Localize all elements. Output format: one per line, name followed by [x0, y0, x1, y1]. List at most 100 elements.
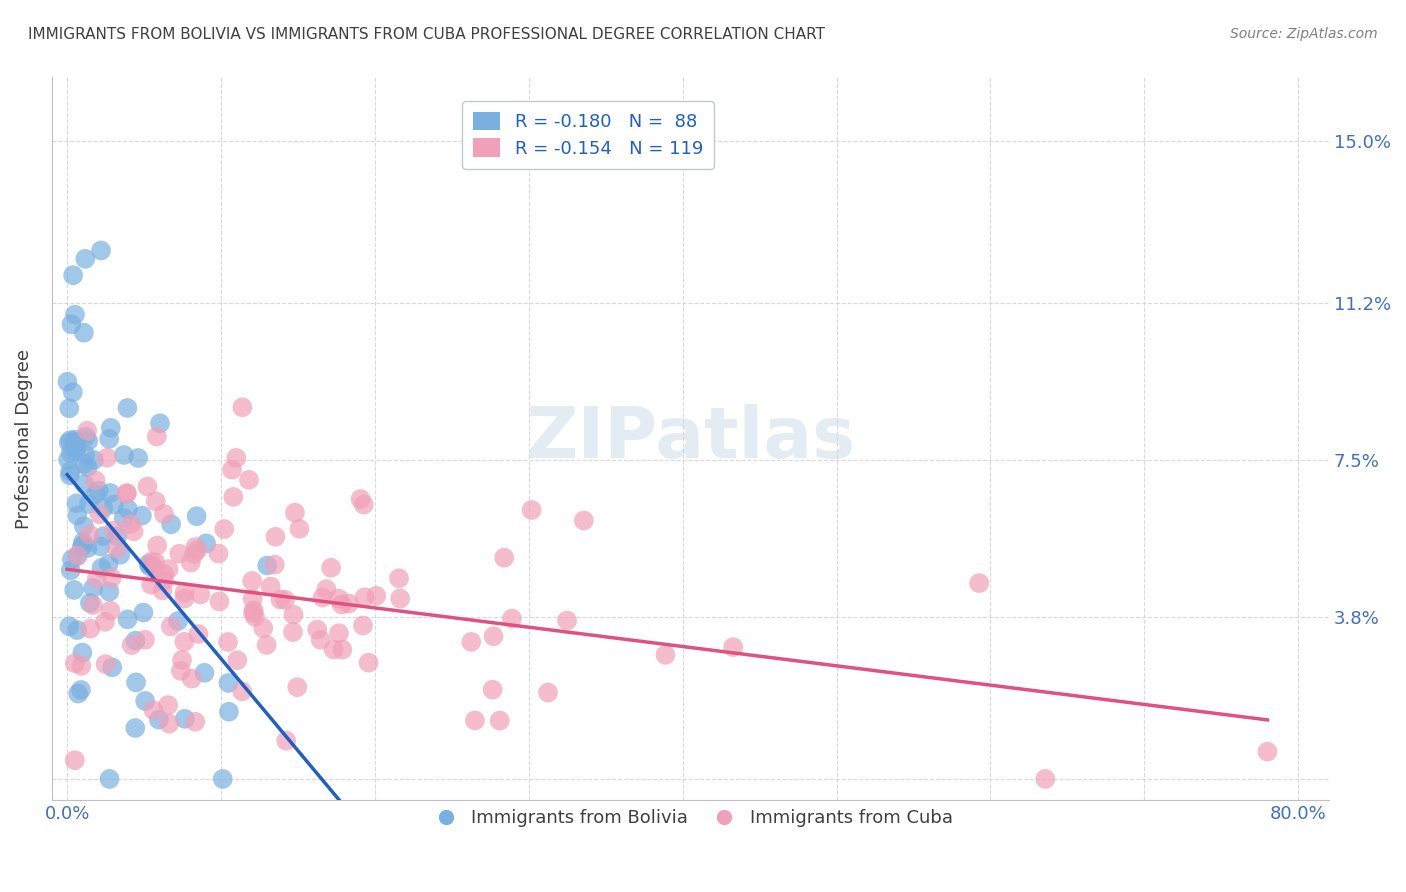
- Point: [520, 503, 543, 517]
- Point: [481, 682, 503, 697]
- Point: [65, 444, 87, 458]
- Point: [59, 464, 82, 478]
- Point: [221, 463, 243, 477]
- Point: [146, 429, 169, 443]
- Point: [211, 772, 233, 786]
- Point: [1256, 745, 1278, 759]
- Point: [260, 580, 283, 594]
- Point: [75, 430, 97, 444]
- Point: [76, 424, 98, 438]
- Point: [501, 612, 523, 626]
- Point: [240, 574, 263, 588]
- Point: [160, 517, 183, 532]
- Point: [537, 685, 560, 699]
- Point: [58, 401, 80, 416]
- Point: [217, 676, 239, 690]
- Point: [388, 571, 411, 585]
- Point: [353, 498, 375, 512]
- Point: [89, 508, 111, 522]
- Point: [153, 567, 176, 582]
- Point: [100, 604, 122, 618]
- Point: [79, 527, 101, 541]
- Point: [112, 448, 135, 462]
- Point: [207, 547, 229, 561]
- Point: [183, 547, 205, 561]
- Point: [217, 635, 239, 649]
- Point: [145, 494, 167, 508]
- Point: [63, 308, 86, 322]
- Point: [152, 583, 174, 598]
- Point: [87, 483, 110, 498]
- Point: [66, 623, 89, 637]
- Point: [173, 585, 195, 599]
- Point: [73, 326, 96, 340]
- Y-axis label: Professional Degree: Professional Degree: [15, 349, 32, 529]
- Point: [96, 450, 118, 465]
- Point: [66, 549, 89, 563]
- Point: [62, 268, 84, 283]
- Point: [86, 572, 108, 586]
- Point: [143, 555, 166, 569]
- Point: [67, 687, 90, 701]
- Point: [84, 487, 107, 501]
- Point: [58, 435, 80, 450]
- Point: [77, 497, 100, 511]
- Point: [330, 642, 353, 657]
- Point: [319, 561, 342, 575]
- Point: [138, 559, 160, 574]
- Point: [572, 514, 595, 528]
- Point: [132, 606, 155, 620]
- Point: [184, 540, 207, 554]
- Point: [91, 500, 114, 515]
- Point: [555, 614, 578, 628]
- Point: [256, 558, 278, 573]
- Point: [330, 598, 353, 612]
- Point: [72, 535, 94, 549]
- Point: [276, 733, 298, 747]
- Point: [115, 486, 138, 500]
- Point: [93, 529, 115, 543]
- Point: [100, 571, 122, 585]
- Point: [73, 457, 96, 471]
- Point: [180, 556, 202, 570]
- Point: [63, 582, 86, 597]
- Point: [59, 446, 82, 460]
- Point: [184, 714, 207, 729]
- Point: [63, 435, 86, 450]
- Point: [139, 555, 162, 569]
- Point: [238, 473, 260, 487]
- Point: [157, 562, 180, 576]
- Point: [143, 561, 166, 575]
- Point: [1033, 772, 1056, 786]
- Point: [63, 433, 86, 447]
- Point: [75, 252, 97, 266]
- Point: [222, 490, 245, 504]
- Point: [366, 589, 388, 603]
- Point: [131, 508, 153, 523]
- Point: [65, 435, 87, 450]
- Point: [98, 432, 121, 446]
- Point: [170, 664, 193, 678]
- Point: [242, 603, 264, 617]
- Point: [167, 614, 190, 628]
- Point: [142, 703, 165, 717]
- Point: [264, 530, 287, 544]
- Point: [82, 581, 104, 595]
- Point: [186, 543, 208, 558]
- Point: [77, 434, 100, 448]
- Point: [231, 401, 253, 415]
- Point: [173, 591, 195, 606]
- Point: [157, 716, 180, 731]
- Point: [56, 375, 79, 389]
- Point: [721, 640, 744, 654]
- Point: [226, 653, 249, 667]
- Point: [62, 385, 84, 400]
- Point: [242, 606, 264, 620]
- Point: [212, 522, 235, 536]
- Point: [73, 477, 96, 491]
- Point: [72, 538, 94, 552]
- Point: [84, 474, 107, 488]
- Point: [263, 558, 285, 572]
- Point: [73, 519, 96, 533]
- Point: [173, 712, 195, 726]
